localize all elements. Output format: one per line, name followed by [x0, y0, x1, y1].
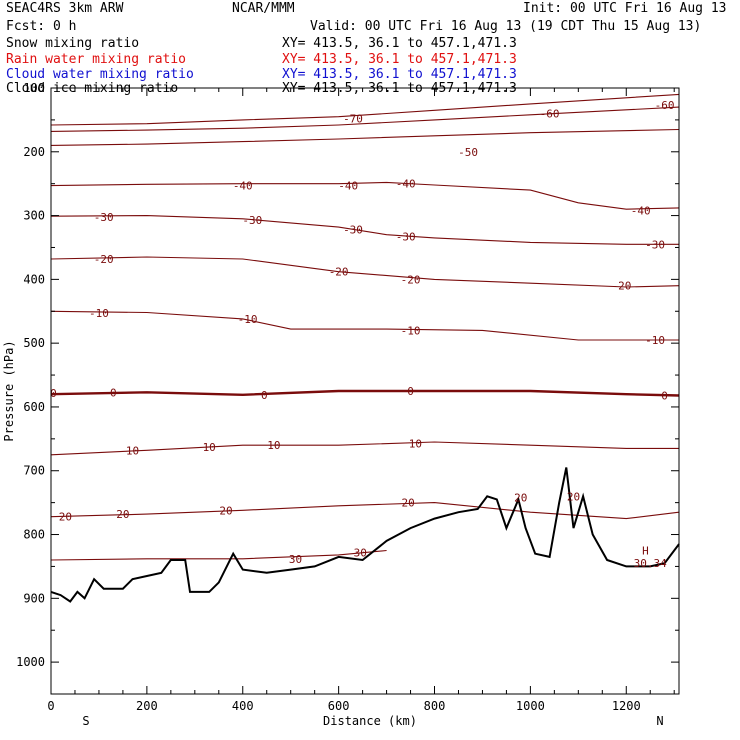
isotherm-30: [50, 549, 387, 561]
x-tick-label: 1200: [612, 699, 641, 713]
contour-label: 20: [59, 511, 72, 524]
isotherm-minus-70: [50, 93, 680, 126]
y-tick-label: 400: [23, 272, 45, 286]
model-name: SEAC4RS 3km ARW: [6, 1, 124, 16]
contour-label: 30: [289, 553, 302, 566]
contour-label: -50: [458, 146, 478, 159]
contour-label: 10: [267, 439, 280, 452]
south-end-label: S: [82, 714, 89, 728]
contour-label: -30: [242, 214, 262, 227]
contour-label: H: [642, 544, 649, 557]
contour-label: -40: [631, 204, 651, 217]
isotherm-minus-50: [50, 128, 680, 146]
contour-label: -30: [396, 231, 416, 244]
contour-label: 20: [116, 508, 129, 521]
field-label-rain: Rain water mixing ratio: [6, 52, 187, 67]
contour-label: -30: [645, 238, 665, 251]
y-tick-label: 100: [23, 81, 45, 95]
isotherm-20: [50, 502, 680, 520]
contour-label: 0: [50, 387, 57, 400]
terrain-profile: [50, 467, 680, 603]
x-tick-label: 1000: [516, 699, 545, 713]
contour-label: 30: [354, 546, 367, 559]
contour-label: -30: [343, 224, 363, 237]
contour-label-layer: -70 -60 -60 -50 -40 -40 -40 -40 -30 -30 -30 -30 -30 -…: [50, 99, 674, 570]
isotherm-10: [50, 441, 679, 456]
contour-label: -10: [238, 313, 258, 326]
x-tick-label: 200: [136, 699, 158, 713]
field-label-cloud-water: Cloud water mixing ratio: [6, 67, 194, 82]
contour-label: 10: [409, 437, 422, 450]
field-label-snow: Snow mixing ratio: [6, 36, 140, 51]
contour-label: 20: [567, 490, 580, 503]
field-xy-cloud-water: XY= 413.5, 36.1 to 457.1,471.3: [282, 67, 517, 82]
contour-label: 10: [126, 444, 139, 457]
x-axis-label: Distance (km): [323, 714, 417, 728]
y-axis-label: Pressure (hPa): [2, 340, 16, 441]
x-tick-label: 400: [232, 699, 254, 713]
y-tick-label: 1000: [16, 655, 45, 669]
contour-label: 20: [514, 492, 527, 505]
contour-label: -20: [401, 273, 421, 286]
x-tick-label: 600: [328, 699, 350, 713]
contour-label: -70: [343, 113, 363, 126]
plot-frame: [50, 87, 680, 695]
contour-label: 0: [261, 389, 268, 402]
organization: NCAR/MMM: [232, 1, 295, 16]
field-xy-rain: XY= 413.5, 36.1 to 457.1,471.3: [282, 52, 517, 67]
isotherm-layer: [50, 93, 680, 561]
isotherm-0: [50, 389, 680, 397]
contour-label: -20: [612, 280, 632, 293]
y-tick-label: 200: [23, 145, 45, 159]
contour-label: -20: [94, 253, 114, 266]
contour-label: -60: [540, 108, 560, 121]
contour-label: 0: [110, 386, 117, 399]
contour-label: 10: [203, 441, 216, 454]
y-tick-label: 300: [23, 209, 45, 223]
terrain-layer: [50, 467, 680, 603]
y-tick-label: 900: [23, 591, 45, 605]
contour-label: -10: [89, 307, 109, 320]
contour-label: -10: [401, 324, 421, 337]
contour-label: 0: [661, 389, 668, 402]
y-tick-label: 500: [23, 336, 45, 350]
contour-label: -40: [396, 178, 416, 191]
contour-label: -30: [94, 211, 114, 224]
contour-label: 20: [402, 497, 415, 510]
contour-label: -10: [645, 334, 665, 347]
y-tick-label: 700: [23, 464, 45, 478]
isotherm-minus-20: [50, 256, 680, 288]
isotherm-minus-60: [50, 106, 680, 132]
isotherm-minus-40: [50, 181, 680, 210]
contour-label: -60: [655, 99, 675, 112]
north-end-label: N: [656, 714, 663, 728]
y-tick-label: 600: [23, 400, 45, 414]
x-tick-label: 800: [424, 699, 446, 713]
init-time: Init: 00 UTC Fri 16 Aug 13: [523, 1, 727, 16]
field-xy-snow: XY= 413.5, 36.1 to 457.1,471.3: [282, 36, 517, 51]
contour-label: -20: [329, 266, 349, 279]
contour-label: 0: [407, 385, 414, 398]
contour-label: -40: [233, 180, 253, 193]
contour-label: 20: [219, 504, 232, 517]
x-tick-label: 0: [47, 699, 54, 713]
valid-time: Valid: 00 UTC Fri 16 Aug 13 (19 CDT Thu …: [310, 19, 702, 34]
contour-label: 30.34: [634, 557, 667, 570]
contour-label: -40: [338, 180, 358, 193]
isotherm-minus-30: [50, 215, 679, 245]
forecast-hour: Fcst: 0 h: [6, 19, 77, 34]
isotherm-minus-10: [50, 310, 679, 341]
y-tick-label: 800: [23, 528, 45, 542]
